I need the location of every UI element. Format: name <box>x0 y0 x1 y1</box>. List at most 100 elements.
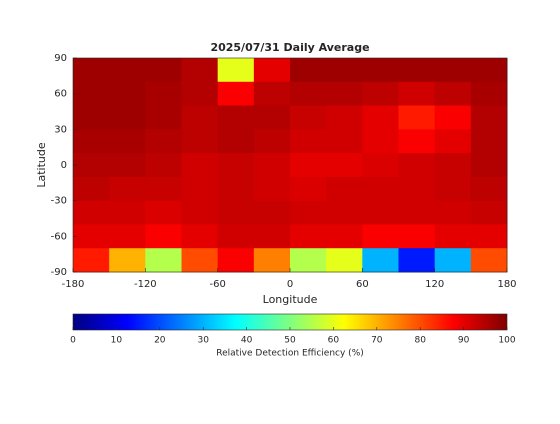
heatmap-cell <box>362 58 399 83</box>
heatmap-cell <box>290 248 327 273</box>
heatmap-cell <box>181 81 219 107</box>
x-tick-label: 0 <box>287 279 293 290</box>
heatmap-cell <box>290 176 327 202</box>
heatmap-cell <box>181 248 219 273</box>
colorbar-tick-label: 10 <box>111 336 123 346</box>
heatmap-cell <box>290 58 327 83</box>
heatmap-cell <box>181 129 219 154</box>
heatmap-cell <box>470 200 508 225</box>
heatmap-cell <box>73 176 110 202</box>
heatmap-cell <box>145 81 182 107</box>
heatmap-cell <box>470 105 508 130</box>
heatmap-cell <box>290 81 327 107</box>
heatmap-cell <box>470 248 508 273</box>
heatmap-cell <box>145 153 182 178</box>
heatmap-cell <box>253 248 291 273</box>
heatmap-cell <box>434 176 472 202</box>
x-tick-label: 60 <box>356 279 369 290</box>
y-tick-label: 90 <box>54 53 67 64</box>
colorbar-tick-label: 20 <box>154 336 166 346</box>
heatmap-cell <box>253 153 291 178</box>
heatmap-cell <box>145 224 182 249</box>
colorbar-tick-label: 100 <box>498 336 515 346</box>
heatmap-cell <box>253 224 291 249</box>
heatmap-cell <box>434 129 472 154</box>
heatmap-cell <box>181 176 219 202</box>
heatmap-cell <box>109 153 146 178</box>
heatmap-cell <box>398 248 436 273</box>
heatmap-cell <box>398 58 436 83</box>
heatmap-cell <box>145 129 182 154</box>
heatmap-cell <box>217 200 255 225</box>
heatmap-cell <box>326 58 363 83</box>
heatmap-cell <box>326 81 363 107</box>
heatmap-cell <box>73 248 110 273</box>
heatmap-cell <box>181 224 219 249</box>
heatmap-cell <box>434 248 472 273</box>
heatmap-cell <box>362 200 399 225</box>
heatmap-cell <box>73 58 110 83</box>
heatmap-cell <box>470 58 508 83</box>
heatmap-cell <box>73 105 110 130</box>
heatmap-cell <box>290 153 327 178</box>
y-tick-label: -30 <box>51 196 67 207</box>
heatmap-cell <box>434 81 472 107</box>
x-tick-label: -120 <box>134 279 157 290</box>
heatmap-cell <box>217 58 255 83</box>
heatmap-cell <box>109 129 146 154</box>
colorbar-tick-label: 70 <box>371 336 383 346</box>
heatmap-cell <box>109 248 146 273</box>
heatmap-cell <box>398 224 436 249</box>
heatmap-cell <box>73 81 110 107</box>
heatmap-cell <box>181 58 219 83</box>
heatmap-cell <box>73 224 110 249</box>
heatmap-cell <box>362 248 399 273</box>
heatmap-cell <box>253 200 291 225</box>
heatmap-cell <box>253 81 291 107</box>
heatmap-cell <box>362 224 399 249</box>
colorbar-tick-label: 40 <box>241 336 253 346</box>
y-tick-label: 60 <box>54 89 67 100</box>
heatmap-cell <box>362 105 399 130</box>
colorbar-tick-label: 0 <box>70 336 76 346</box>
heatmap-cell <box>362 153 399 178</box>
colorbar-tick-label: 30 <box>197 336 209 346</box>
heatmap-cell <box>434 200 472 225</box>
heatmap-cell <box>217 248 255 273</box>
heatmap-cell <box>217 129 255 154</box>
heatmap-cell <box>217 224 255 249</box>
heatmap-cell <box>362 176 399 202</box>
heatmap-cell <box>253 129 291 154</box>
y-tick-label: -90 <box>51 267 67 278</box>
heatmap-cell <box>145 105 182 130</box>
colorbar-tick-label: 90 <box>458 336 470 346</box>
heatmap-cell <box>217 176 255 202</box>
heatmap-cell <box>362 81 399 107</box>
x-tick-label: -60 <box>209 279 225 290</box>
heatmap-cell <box>145 200 182 225</box>
heatmap-cell <box>362 129 399 154</box>
heatmap-cell <box>253 105 291 130</box>
heatmap-cell <box>434 105 472 130</box>
heatmap-cell <box>290 129 327 154</box>
heatmap-cell <box>290 105 327 130</box>
heatmap-cell <box>470 81 508 107</box>
heatmap-cell <box>217 153 255 178</box>
heatmap-cell <box>470 224 508 249</box>
heatmap-cell <box>398 105 436 130</box>
heatmap-cell <box>181 153 219 178</box>
heatmap-cell <box>253 176 291 202</box>
heatmap-cell <box>109 176 146 202</box>
heatmap-cell <box>145 58 182 83</box>
heatmap-cell <box>470 153 508 178</box>
y-axis-label: Latitude <box>35 142 48 188</box>
heatmap-cell <box>73 129 110 154</box>
heatmap-cell <box>217 105 255 130</box>
y-tick-label: 0 <box>61 160 67 171</box>
heatmap-cell <box>326 153 363 178</box>
heatmap-cell <box>73 153 110 178</box>
colorbar-tick-label: 50 <box>284 336 296 346</box>
heatmap-cell <box>398 129 436 154</box>
heatmap-cell <box>398 81 436 107</box>
